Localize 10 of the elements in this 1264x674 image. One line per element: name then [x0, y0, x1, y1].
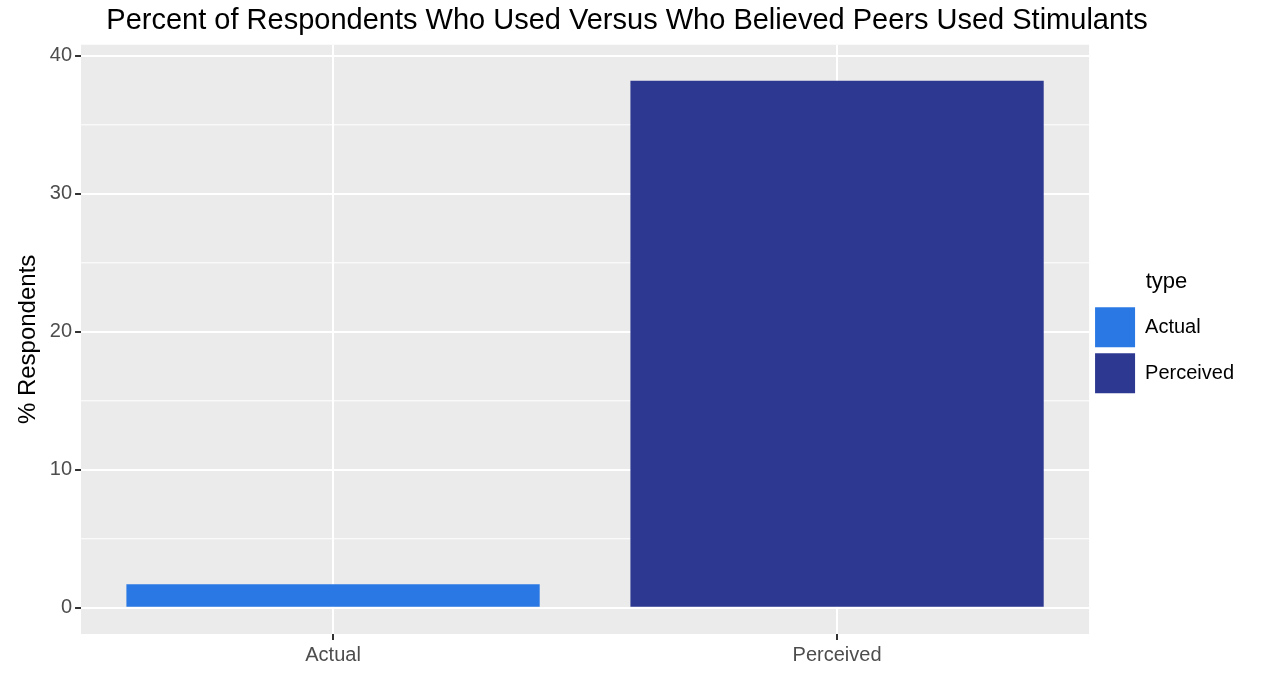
y-tick-label: 40 [49, 43, 73, 66]
y-tick-label: 20 [49, 319, 73, 342]
legend-title: type [1145, 267, 1188, 293]
legend-label: Actual [1145, 314, 1201, 337]
y-tick-label: 0 [60, 595, 73, 618]
y-tick-label: 10 [49, 457, 73, 480]
legend-label: Perceived [1145, 360, 1234, 383]
chart-title: Percent of Respondents Who Used Versus Who Believed Peers Used Stimulants [106, 3, 1148, 36]
y-tick-label: 30 [49, 181, 73, 204]
y-axis-title: % Respondents [13, 254, 41, 425]
